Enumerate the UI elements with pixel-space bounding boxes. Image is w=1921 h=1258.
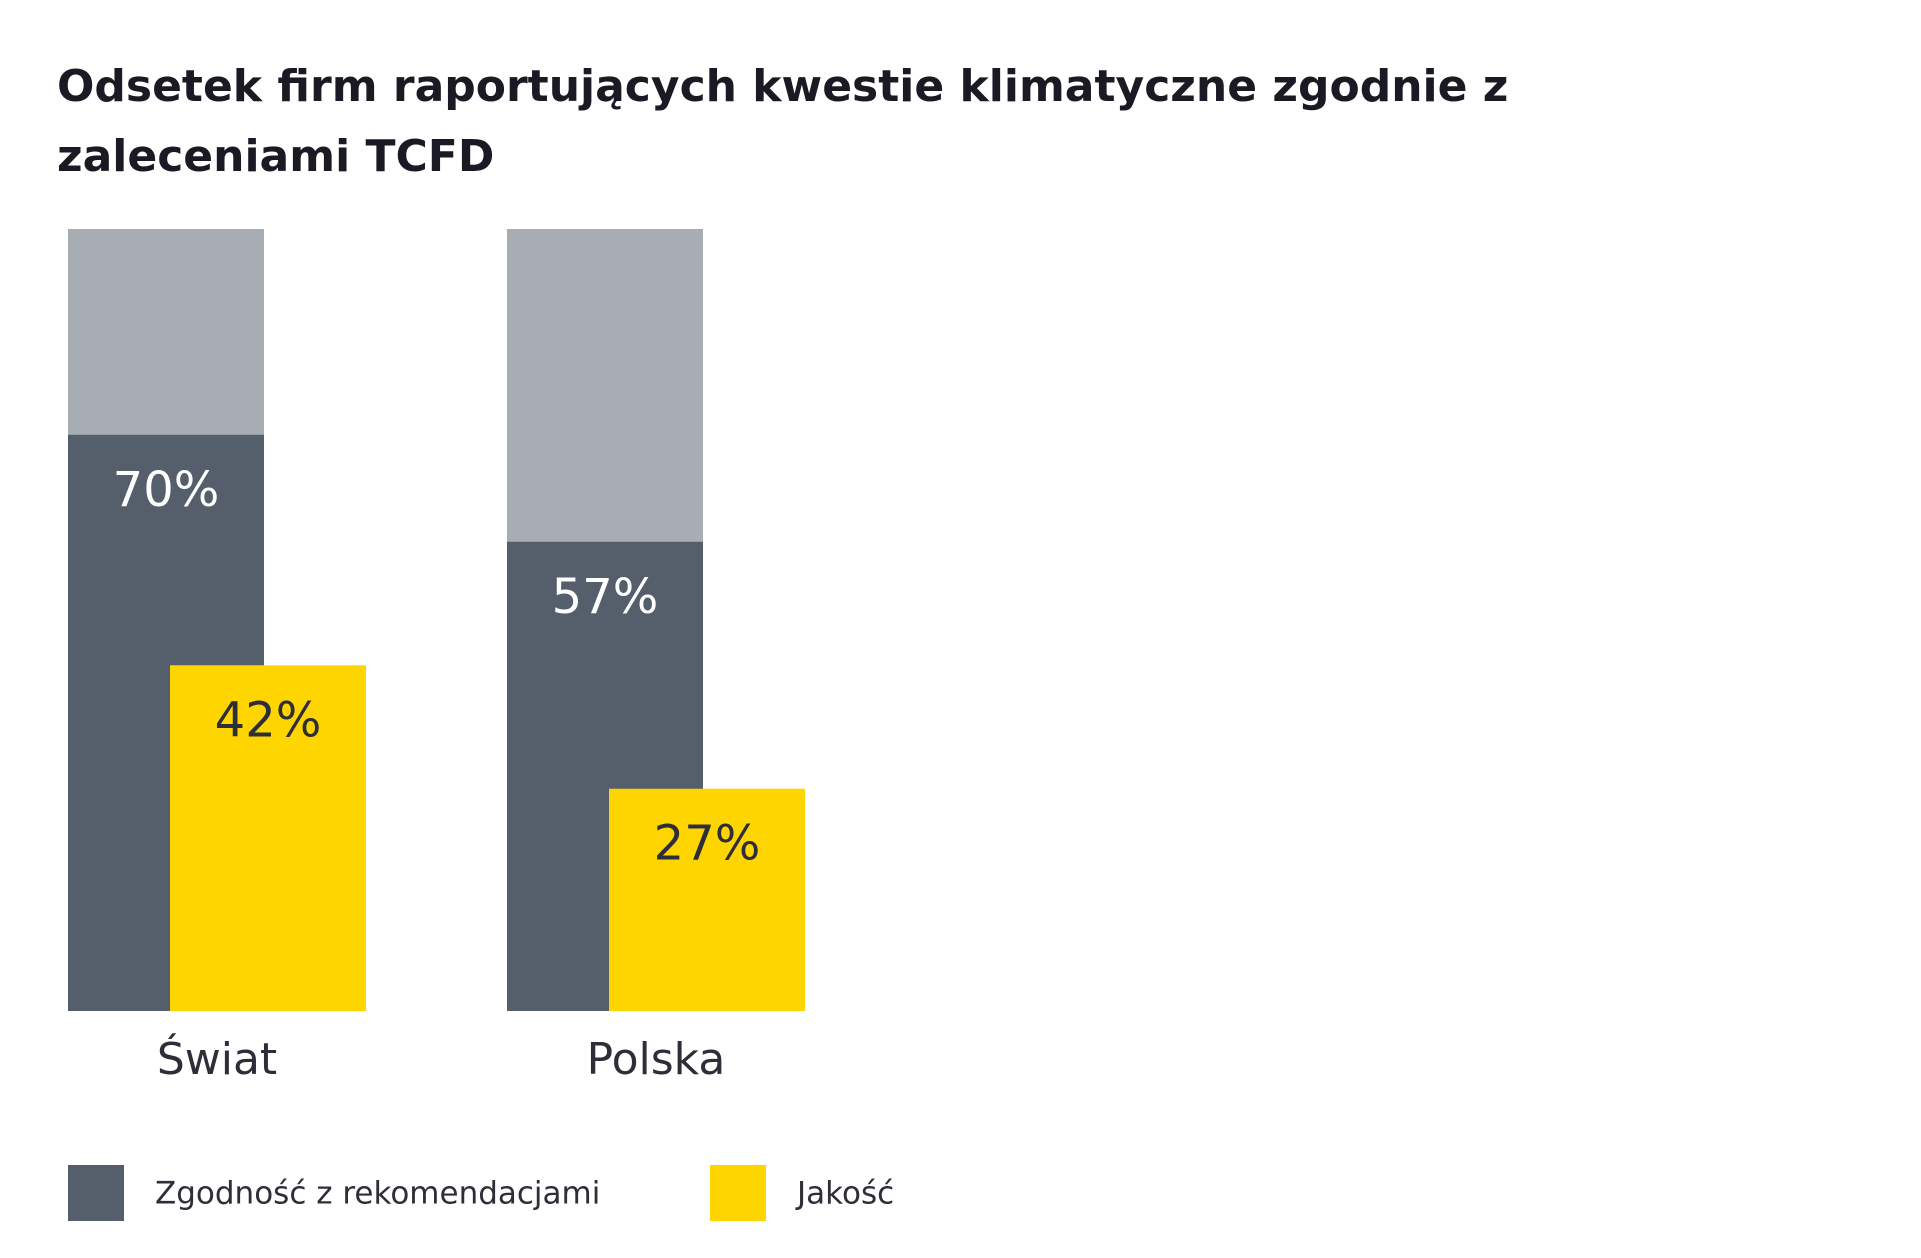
x-tick-label: Świat [157,1032,277,1085]
chart-title: Odsetek firm raportujących kwestie klima… [57,61,1509,182]
bar [609,788,805,1011]
bar [170,665,366,1011]
x-tick-label: Polska [587,1034,726,1085]
legend-swatch [710,1165,766,1221]
legend-label: Zgodność z rekomendacjami [155,1176,600,1212]
data-label: 57% [552,569,659,625]
legend-label: Jakość [795,1176,894,1212]
data-label: 42% [215,692,322,748]
data-label: 27% [654,816,761,872]
legend-swatch [68,1165,124,1221]
data-label: 70% [113,462,220,518]
